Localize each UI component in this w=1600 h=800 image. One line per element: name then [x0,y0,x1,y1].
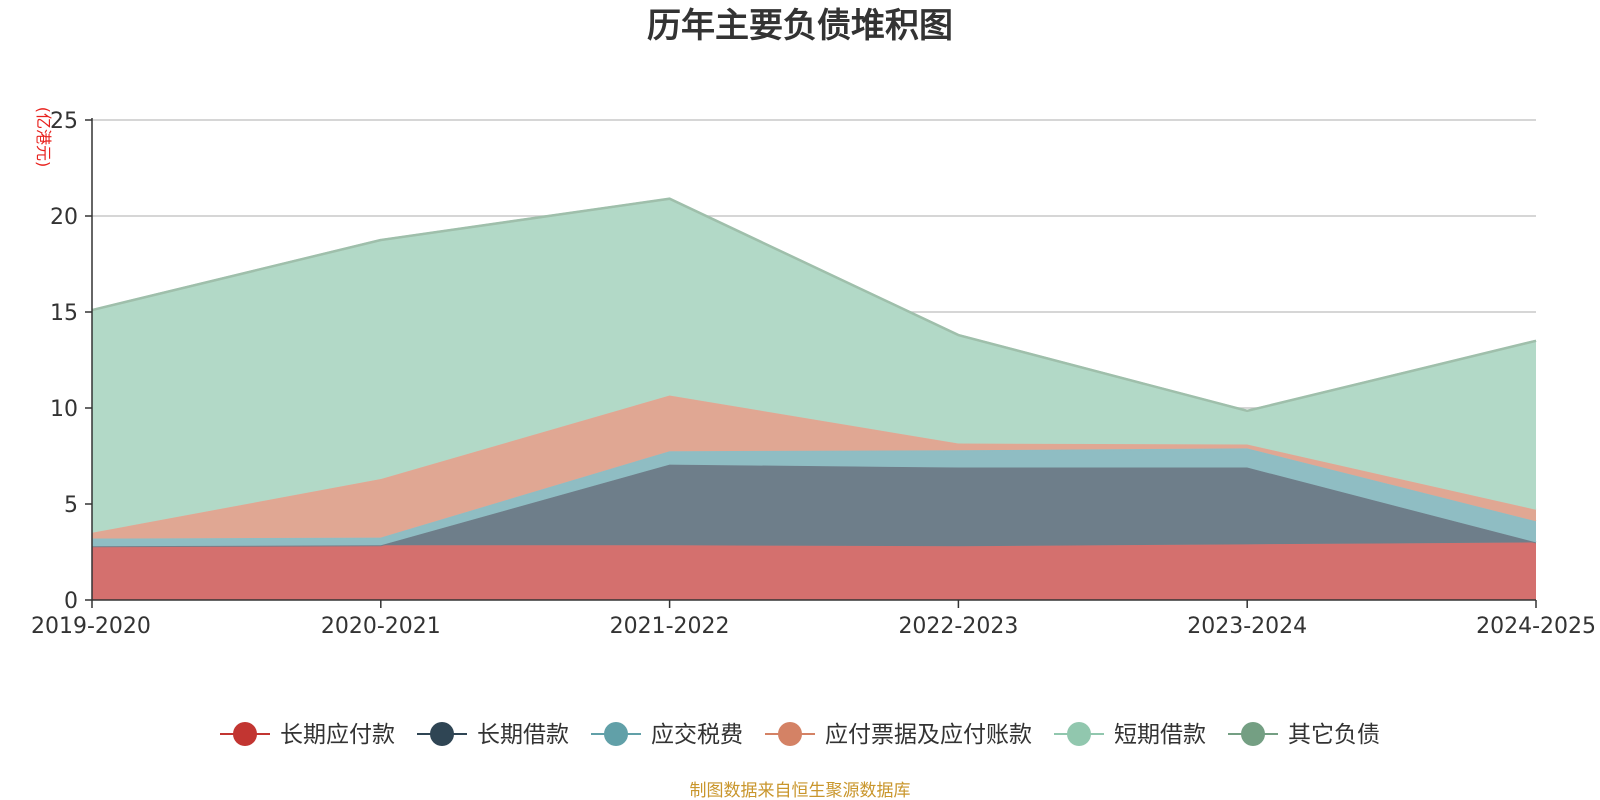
legend-item-2[interactable]: 应交税费 [591,722,743,748]
area-3 [92,395,1536,539]
legend-marker [1067,722,1091,746]
legend-marker [430,722,454,746]
legend-marker [1241,722,1265,746]
legend: 长期应付款 长期借款 应交税费 应付票据及应付账款 短期借款 其它负债 [220,722,1380,748]
y-tick-label: 20 [50,205,78,230]
legend-label: 长期借款 [477,722,569,748]
y-tick-label: 10 [50,397,78,422]
legend-item-1[interactable]: 长期借款 [417,722,569,748]
area-series [91,197,1537,600]
legend-marker [233,722,257,746]
area-2 [92,448,1536,547]
area-4 [92,198,1536,533]
legend-label: 长期应付款 [280,722,395,748]
legend-label: 应付票据及应付账款 [825,722,1032,748]
chart-title: 历年主要负债堆积图 [647,6,953,46]
x-tick-label: 2021-2022 [610,614,730,639]
stack-top-outline [91,197,1537,413]
x-tick-label: 2024-2025 [1476,614,1596,639]
y-tick-label: 25 [50,109,78,134]
legend-item-5[interactable]: 其它负债 [1228,722,1380,748]
legend-marker [778,722,802,746]
y-tick-label: 5 [64,493,78,518]
area-0 [92,542,1536,600]
y-tick-label: 0 [64,589,78,614]
x-tick-label: 2022-2023 [898,614,1018,639]
legend-item-3[interactable]: 应付票据及应付账款 [765,722,1032,748]
legend-marker [604,722,628,746]
legend-item-4[interactable]: 短期借款 [1054,722,1206,748]
legend-label: 其它负债 [1288,722,1380,748]
legend-label: 短期借款 [1114,722,1206,748]
data-source-note: 制图数据来自恒生聚源数据库 [690,781,911,800]
y-tick-label: 15 [50,301,78,326]
x-tick-label: 2019-2020 [31,614,151,639]
y-axis-unit-label: (亿港元) [34,107,53,168]
x-tick-label: 2023-2024 [1187,614,1307,639]
x-tick-label: 2020-2021 [321,614,441,639]
axes: 0 5 10 15 20 25 2019-2020 2020-2021 2021-2022 202… [31,109,1596,639]
legend-item-0[interactable]: 长期应付款 [220,722,395,748]
legend-label: 应交税费 [651,722,743,748]
